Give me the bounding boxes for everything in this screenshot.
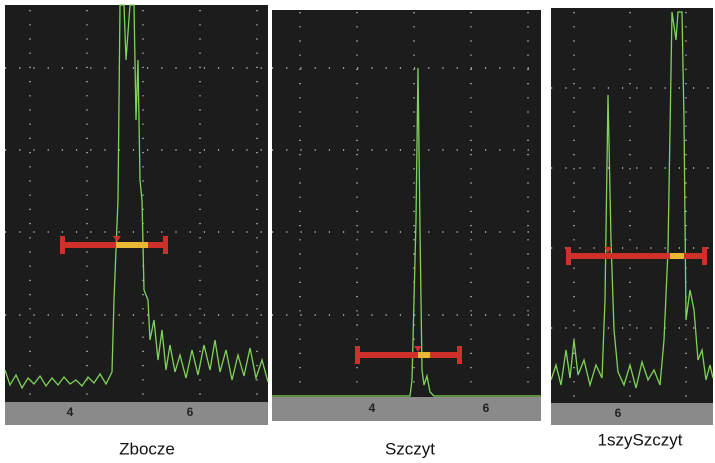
panel-label: 1szySzczyt: [597, 430, 682, 449]
panel: 6 1szySzczyt: [551, 8, 713, 449]
axis-tick-label: 6: [615, 406, 622, 420]
screen: 4 6 Zbocze 4 6 Szczyt: [0, 0, 715, 463]
axis-tick-label: 4: [67, 405, 74, 419]
panel-label: Zbocze: [119, 439, 175, 458]
panel: 4 6 Zbocze: [5, 5, 268, 458]
panel: 4 6 Szczyt: [272, 10, 541, 458]
axis-tick-label: 4: [369, 401, 376, 415]
axis-tick-label: 6: [483, 401, 490, 415]
panel-label: Szczyt: [385, 439, 435, 458]
axis-tick-label: 6: [187, 405, 194, 419]
